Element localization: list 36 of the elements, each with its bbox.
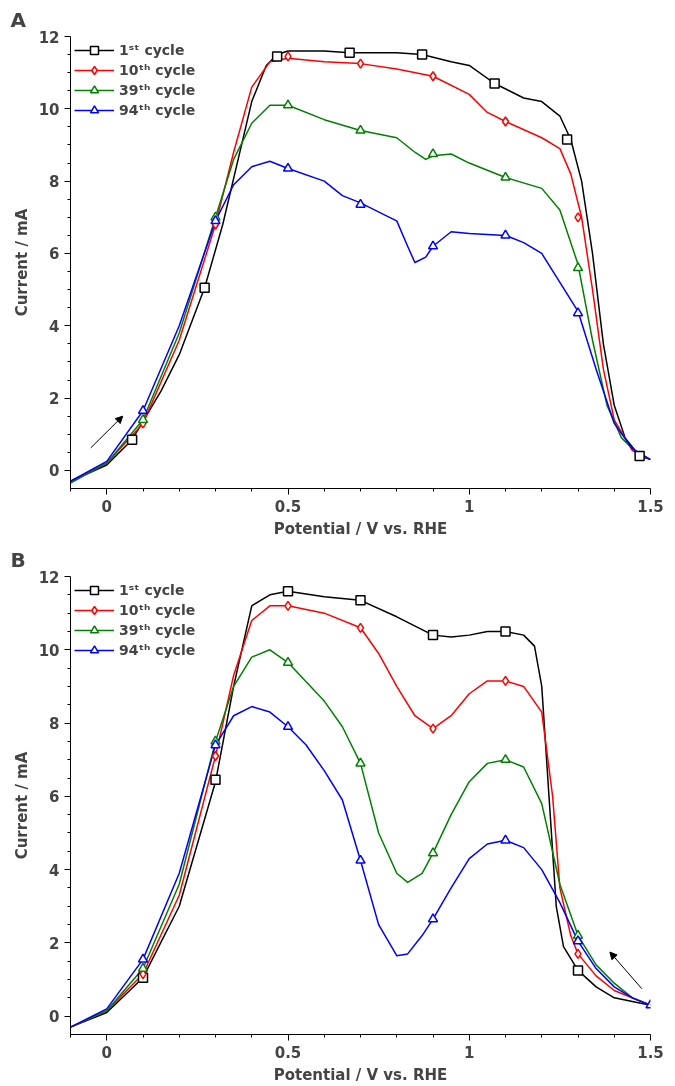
- x-tick-label: 1: [464, 1043, 475, 1062]
- legend-label: 94ᵗʰ cycle: [119, 642, 196, 658]
- y-tick-label: 0: [49, 1008, 60, 1027]
- x-tick-label: 1.5: [637, 497, 664, 516]
- x-tick-label: 0: [101, 1043, 112, 1062]
- legend-label: 94ᵗʰ cycle: [119, 102, 196, 118]
- x-axis-title: Potential / V vs. RHE: [273, 519, 448, 538]
- y-tick-label: 8: [49, 715, 60, 734]
- x-tick-label: 0: [101, 497, 112, 516]
- y-axis-title: Current / mA: [12, 751, 31, 860]
- chart-title: B: [10, 547, 26, 572]
- y-tick-label: 10: [38, 100, 60, 119]
- x-tick-label: 0.5: [274, 497, 302, 516]
- legend-label: 39ᵗʰ cycle: [119, 622, 196, 638]
- x-tick-label: 1: [464, 497, 475, 516]
- y-tick-label: 4: [49, 861, 60, 880]
- legend-label: 10ᵗʰ cycle: [119, 62, 196, 78]
- y-tick-label: 2: [49, 390, 60, 409]
- y-axis-title: Current / mA: [12, 208, 31, 317]
- y-tick-label: 6: [49, 788, 60, 807]
- chart-title: A: [10, 7, 27, 32]
- y-tick-label: 2: [49, 934, 60, 953]
- y-tick-label: 8: [49, 173, 60, 192]
- x-axis-title: Potential / V vs. RHE: [273, 1065, 448, 1084]
- legend-label: 39ᵗʰ cycle: [119, 82, 196, 98]
- legend-label: 10ᵗʰ cycle: [119, 602, 196, 618]
- legend-label: 1ˢᵗ cycle: [119, 42, 185, 58]
- y-tick-label: 10: [38, 641, 60, 660]
- y-tick-label: 4: [49, 317, 60, 336]
- y-tick-label: 12: [38, 28, 60, 47]
- x-tick-label: 0.5: [274, 1043, 302, 1062]
- x-tick-label: 1.5: [637, 1043, 664, 1062]
- y-tick-label: 6: [49, 245, 60, 264]
- y-tick-label: 12: [38, 568, 60, 587]
- legend-label: 1ˢᵗ cycle: [119, 582, 185, 598]
- y-tick-label: 0: [49, 462, 60, 481]
